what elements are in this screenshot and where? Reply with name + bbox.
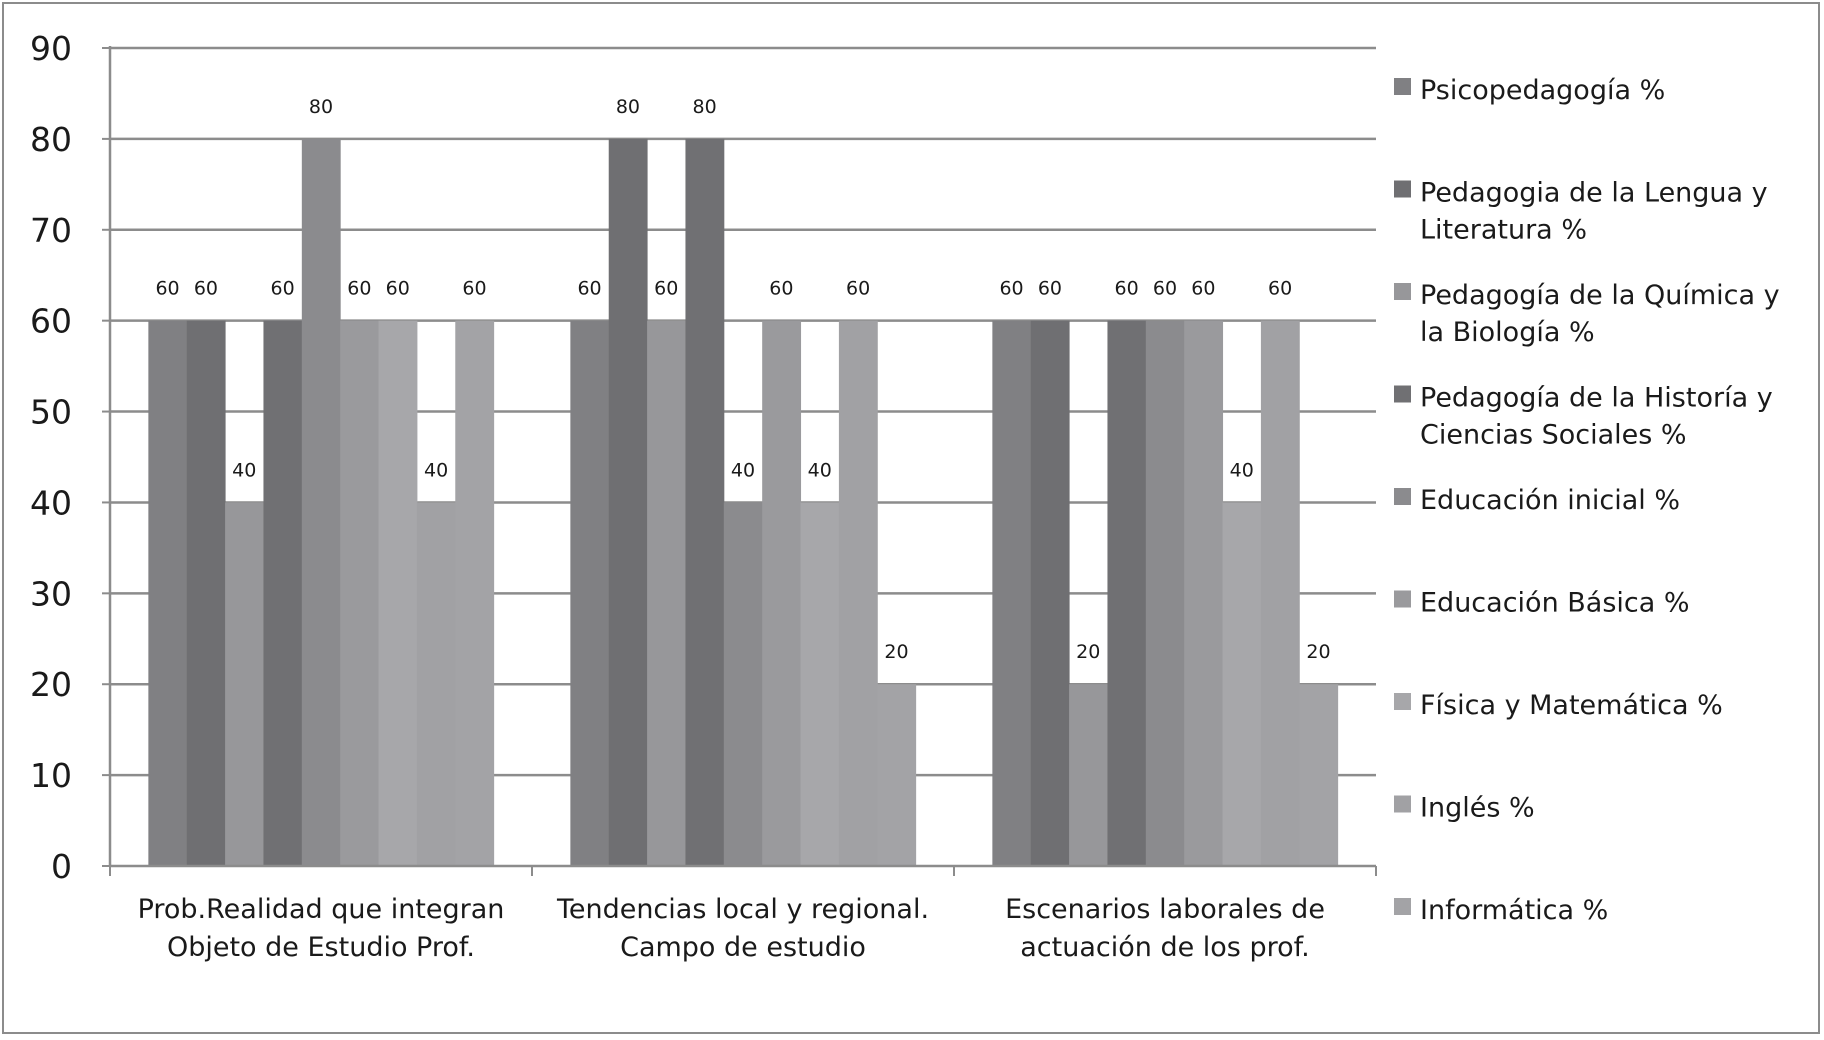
legend-label: Informática % — [1420, 895, 1608, 926]
legend: Psicopedagogía % Pedagogia de la Lengua y… — [1394, 75, 1780, 926]
x-category-label: Tendencias local y regional. — [556, 894, 929, 925]
y-tick-label: 0 — [51, 847, 72, 886]
bar — [877, 684, 917, 866]
data-label: 60 — [1115, 278, 1139, 300]
bar — [148, 320, 188, 867]
legend-swatch — [1394, 283, 1411, 300]
y-tick-label: 90 — [30, 29, 72, 68]
data-label: 60 — [769, 278, 793, 300]
data-label: 20 — [884, 641, 908, 663]
bar — [455, 320, 495, 867]
bar — [685, 138, 725, 866]
y-tick-label: 70 — [30, 211, 72, 250]
bar — [723, 502, 763, 866]
x-category-label: Prob.Realidad que integran — [138, 894, 505, 925]
data-label: 40 — [424, 459, 448, 481]
data-label: 60 — [654, 278, 678, 300]
y-tick-label: 60 — [30, 302, 72, 341]
data-label: 20 — [1076, 641, 1100, 663]
data-labels: 60 60 40 60 80 60 60 40 60 60 80 60 80 40 60 40 60 20 60 60… — [155, 96, 1330, 663]
legend-label: Física y Matemática % — [1420, 690, 1723, 721]
data-label: 80 — [616, 96, 640, 118]
bar — [608, 138, 648, 866]
data-label: 60 — [1268, 278, 1292, 300]
data-label: 60 — [1153, 278, 1177, 300]
data-label: 40 — [808, 459, 832, 481]
x-category-label: actuación de los prof. — [1020, 932, 1310, 963]
legend-label: Educación inicial % — [1420, 485, 1680, 516]
data-label: 60 — [1191, 278, 1215, 300]
data-label: 80 — [693, 96, 717, 118]
data-label: 60 — [1038, 278, 1062, 300]
legend-swatch — [1394, 693, 1411, 710]
legend-swatch — [1394, 488, 1411, 505]
x-category-label: Campo de estudio — [620, 932, 866, 963]
data-label: 40 — [731, 459, 755, 481]
y-tick-label: 10 — [30, 756, 72, 795]
data-label: 40 — [232, 459, 256, 481]
data-label: 40 — [1230, 459, 1254, 481]
bar — [647, 320, 686, 867]
data-label: 60 — [999, 278, 1023, 300]
data-label: 60 — [846, 278, 870, 300]
legend-swatch — [1394, 180, 1411, 198]
x-category-label: Escenarios laborales de — [1005, 894, 1325, 925]
bar — [762, 320, 802, 867]
bar — [1069, 684, 1108, 866]
bar — [186, 320, 226, 867]
bar — [1145, 320, 1185, 867]
legend-label: Psicopedagogía % — [1420, 75, 1665, 106]
data-label: 60 — [194, 278, 218, 300]
data-label: 60 — [462, 278, 486, 300]
bar — [301, 138, 341, 866]
legend-label: Pedagogía de la Química y la Biología % — [1420, 280, 1780, 348]
data-label: 60 — [386, 278, 410, 300]
bar — [1260, 320, 1300, 867]
y-tick-label: 50 — [30, 393, 72, 432]
legend-label: Pedagogía de la Historía y Ciencias Socia… — [1420, 383, 1773, 451]
data-label: 80 — [309, 96, 333, 118]
legend-label: Inglés % — [1420, 793, 1535, 824]
y-tick-label: 30 — [30, 574, 72, 613]
bar — [1222, 502, 1262, 866]
bars — [148, 138, 1339, 867]
bar — [416, 502, 456, 866]
legend-swatch — [1394, 78, 1411, 95]
bar — [1030, 320, 1070, 867]
data-label: 60 — [271, 278, 295, 300]
data-label: 60 — [577, 278, 601, 300]
bar — [838, 320, 878, 867]
legend-swatch — [1394, 385, 1411, 403]
y-tick-label: 20 — [30, 665, 72, 704]
y-tick-label: 80 — [30, 120, 72, 159]
data-label: 20 — [1306, 641, 1330, 663]
axes: 0 10 20 30 40 50 60 70 80 90 Prob.Realidad que int… — [30, 29, 1377, 963]
bar — [570, 320, 610, 867]
x-category-label: Objeto de Estudio Prof. — [167, 932, 475, 963]
legend-label: Pedagogia de la Lengua y Literatura % — [1420, 178, 1768, 246]
bar — [263, 320, 303, 867]
legend-swatch — [1394, 898, 1411, 915]
legend-swatch — [1394, 795, 1411, 813]
bar — [992, 320, 1032, 867]
bar — [800, 502, 840, 866]
bar — [378, 320, 418, 867]
y-tick-label: 40 — [30, 483, 72, 522]
data-label: 60 — [155, 278, 179, 300]
legend-label: Educación Básica % — [1420, 588, 1690, 619]
bar — [340, 320, 380, 867]
bar — [1299, 684, 1339, 866]
bar — [1107, 320, 1147, 867]
bar — [225, 502, 264, 866]
data-label: 60 — [347, 278, 371, 300]
bar — [1184, 320, 1224, 867]
legend-swatch — [1394, 590, 1411, 608]
